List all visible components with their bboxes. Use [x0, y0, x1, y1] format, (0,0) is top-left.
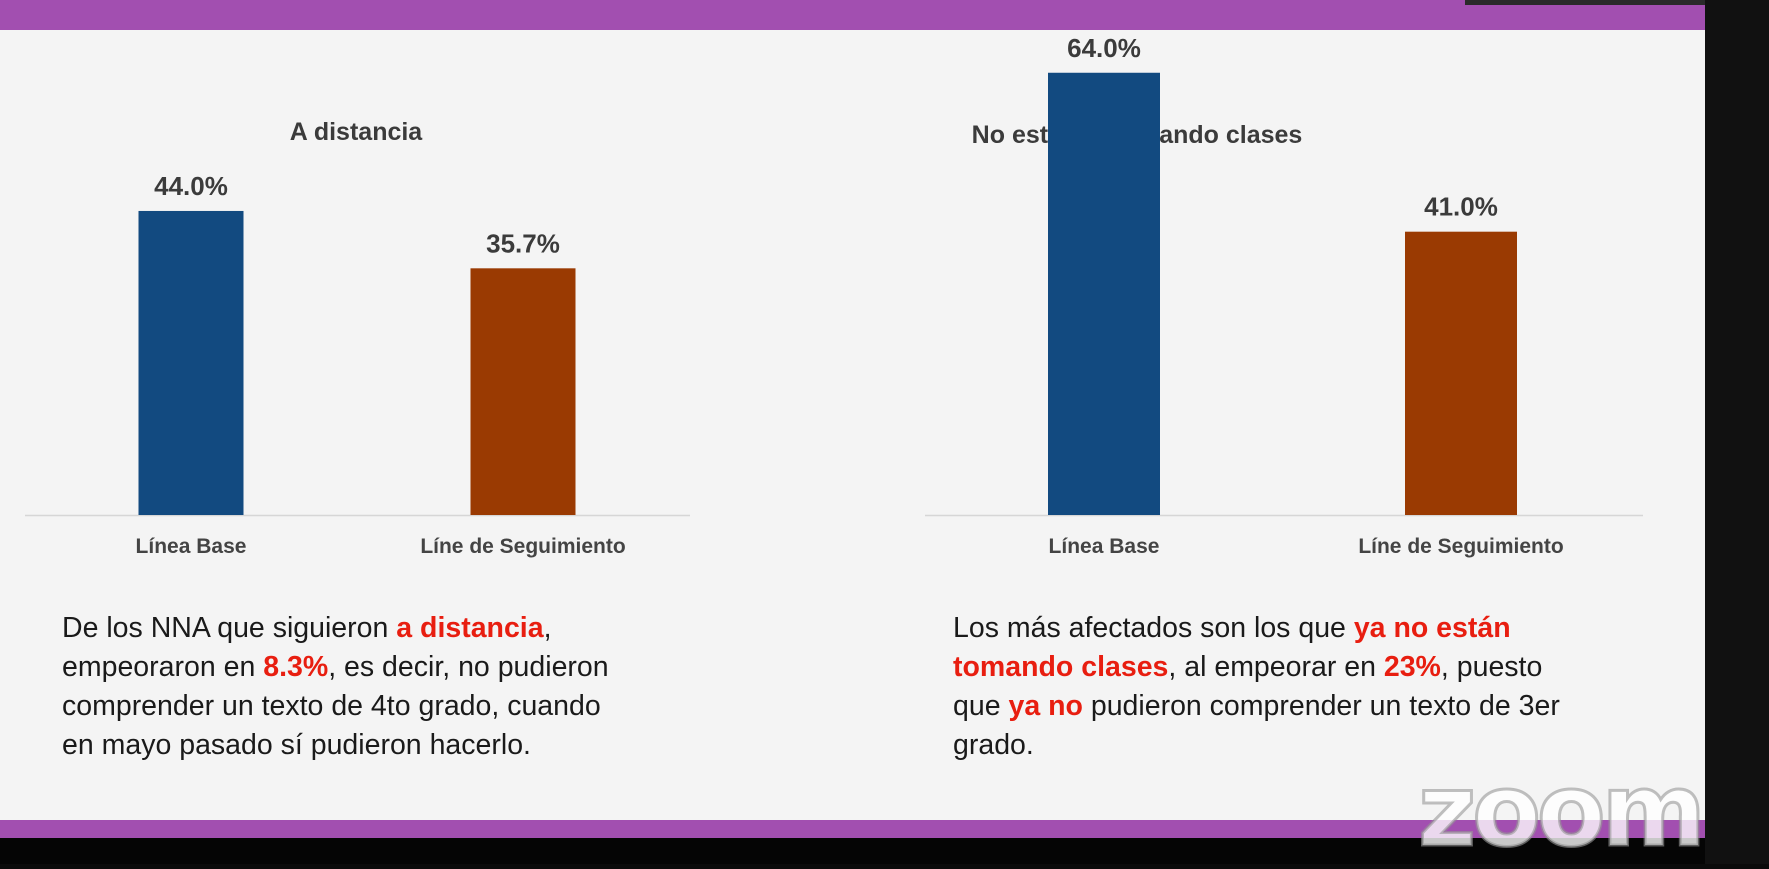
data-label: 44.0%: [154, 171, 228, 201]
caption-text: , al empeorar en: [1168, 651, 1384, 683]
x-tick-label: Línea Base: [1049, 535, 1160, 558]
bar-linea-base: [1048, 72, 1160, 515]
caption-text: empeoraron en: [62, 651, 264, 683]
caption-text: , puesto: [1440, 651, 1543, 683]
bar-seguimiento: [1405, 231, 1517, 515]
caption-text: comprender un texto de 4to grado, cuando: [62, 690, 601, 722]
caption-highlight: tomando clases: [953, 651, 1169, 683]
data-label: 41.0%: [1424, 192, 1498, 222]
caption-highlight: ya no: [1008, 690, 1083, 722]
caption-highlight: a distancia: [396, 612, 544, 644]
bar-linea-base: [138, 210, 244, 515]
caption-text: que: [953, 690, 1009, 722]
caption-text: ,: [543, 612, 552, 644]
caption-text: De los NNA que siguieron: [62, 612, 397, 644]
bar-seguimiento: [470, 268, 576, 515]
x-tick-label: Línea Base: [136, 535, 247, 558]
slide: A distancia 44.0% Línea Base 35.7% Líne de S…: [0, 0, 1705, 838]
caption-text: grado.: [953, 729, 1034, 761]
top-color-band: [0, 0, 1705, 30]
caption-highlight: 8.3%: [263, 651, 329, 683]
bottom-color-band: [0, 820, 1705, 838]
x-tick-label: Líne de Seguimiento: [420, 535, 625, 558]
camera-strip: [1465, 0, 1705, 5]
chart-a-distancia: A distancia 44.0% Línea Base 35.7% Líne de S…: [25, 118, 690, 558]
chart-title: A distancia: [290, 118, 424, 146]
caption-text: pudieron comprender un texto de 3er: [1082, 690, 1560, 722]
caption-text: Los más afectados son los que: [953, 612, 1354, 644]
x-tick-label: Líne de Seguimiento: [1358, 535, 1563, 558]
caption-left: De los NNA que siguieron a distancia, em…: [62, 609, 782, 765]
caption-highlight: ya no están: [1353, 612, 1511, 644]
caption-right: Los más afectados son los que ya no está…: [953, 609, 1673, 765]
caption-text: en mayo pasado sí pudieron hacerlo.: [62, 729, 531, 761]
bottom-edge: [0, 838, 1705, 864]
caption-highlight: 23%: [1383, 651, 1441, 683]
zoom-watermark: zoom: [1417, 751, 1708, 869]
data-label: 64.0%: [1067, 33, 1141, 63]
screen-edge: [1705, 0, 1769, 864]
data-label: 35.7%: [486, 228, 560, 258]
caption-text: , es decir, no pudieron: [328, 651, 609, 683]
